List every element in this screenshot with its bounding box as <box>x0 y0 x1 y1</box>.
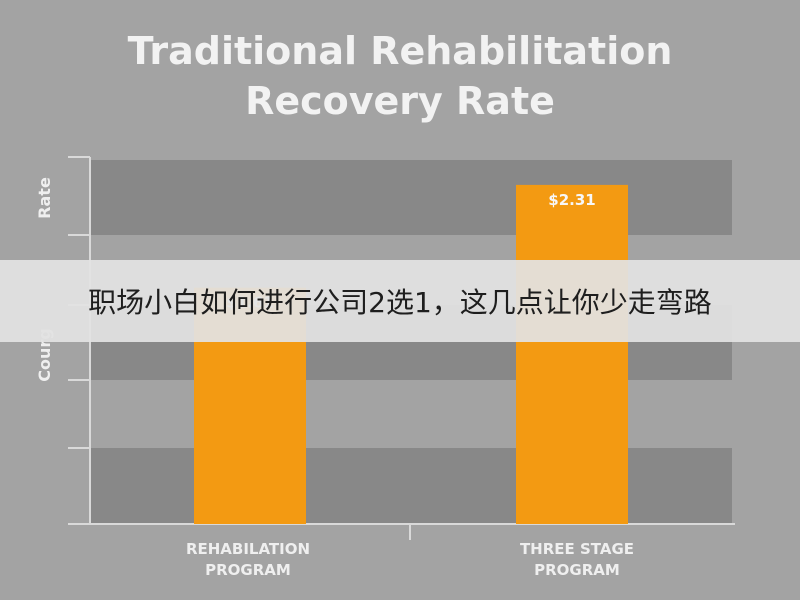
category-label: PROGRAM <box>205 561 291 579</box>
category-labels: REHABILATION PROGRAM THREE STAGE PROGRAM <box>186 540 634 579</box>
background-band <box>90 160 732 235</box>
bar <box>516 184 628 524</box>
bar-value-label: $2.31 <box>548 191 595 209</box>
y-axis-label: Rate <box>35 177 54 219</box>
chart-title-line-1: Traditional Rehabilitation <box>127 29 673 73</box>
chart-title-line-2: Recovery Rate <box>245 79 555 123</box>
caption-banner: 职场小白如何进行公司2选1，这几点让你少走弯路 <box>0 260 800 342</box>
background-band <box>90 448 732 523</box>
category-label: THREE STAGE <box>520 540 634 558</box>
chart-title: Traditional Rehabilitation Recovery Rate <box>0 26 800 126</box>
caption-text: 职场小白如何进行公司2选1，这几点让你少走弯路 <box>88 286 712 319</box>
category-label: PROGRAM <box>534 561 620 579</box>
category-label: REHABILATION <box>186 540 310 558</box>
